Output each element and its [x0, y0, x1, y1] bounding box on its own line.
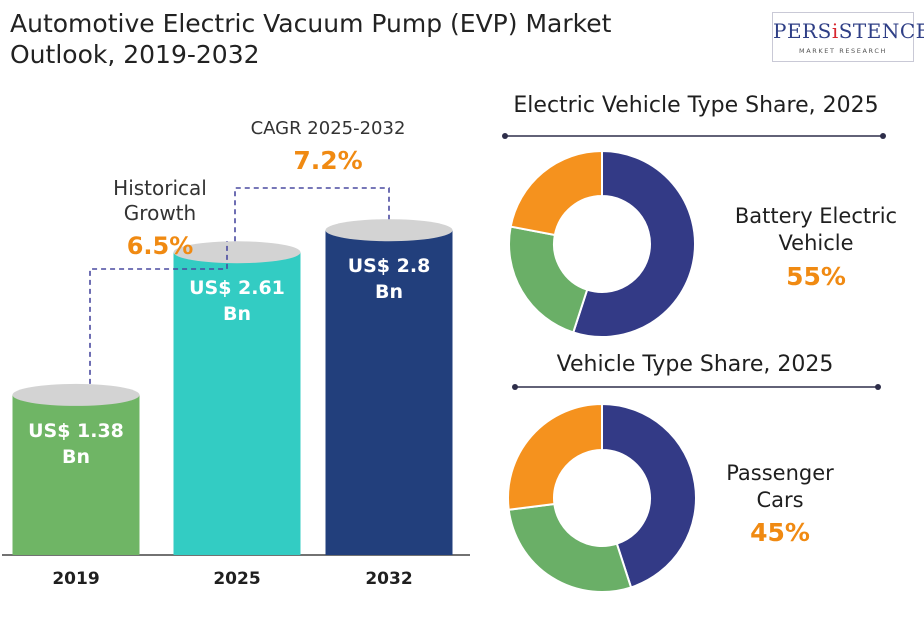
- bar-value-unit: Bn: [223, 303, 251, 325]
- bar-top-2032: [325, 219, 453, 242]
- ev-section-divider: [502, 133, 886, 139]
- vehicle-label-line-2: Cars: [756, 488, 804, 512]
- donut-slice: [508, 225, 589, 334]
- donut-slice: [601, 402, 697, 589]
- logo-wordmark: PERSiSTENCE: [773, 19, 924, 43]
- divider-dot: [875, 384, 881, 390]
- x-tick-label: 2025: [213, 569, 260, 589]
- donut-slice: [509, 149, 603, 237]
- historical-label-line-2: Growth: [123, 201, 197, 225]
- divider-dot: [502, 133, 508, 139]
- ev-type-donut: [508, 149, 696, 338]
- bar-2032: [325, 230, 453, 555]
- title-line-2: Outlook, 2019-2032: [10, 40, 260, 69]
- historical-growth-value: 6.5%: [126, 232, 194, 260]
- historical-growth-label: Historical Growth: [96, 176, 224, 226]
- bar-top-2019: [12, 383, 140, 406]
- logo-word-red: i: [831, 19, 839, 43]
- cagr-label: CAGR 2025-2032: [250, 118, 406, 139]
- brand-logo: PERSiSTENCE MARKET RESEARCH: [772, 12, 924, 62]
- vehicle-section-title: Vehicle Type Share, 2025: [556, 352, 834, 377]
- divider-dot: [512, 384, 518, 390]
- vehicle-highlight-label: Passenger Cars: [700, 460, 860, 514]
- cagr-value: 7.2%: [293, 146, 363, 175]
- vehicle-label-line-1: Passenger: [726, 461, 834, 485]
- logo-tagline: MARKET RESEARCH: [799, 47, 887, 55]
- page-title: Automotive Electric Vacuum Pump (EVP) Ma…: [10, 8, 750, 70]
- donut-slice: [572, 149, 696, 338]
- x-tick-label: 2032: [365, 569, 412, 589]
- ev-highlight-label: Battery Electric Vehicle: [712, 203, 920, 257]
- title-line-1: Automotive Electric Vacuum Pump (EVP) Ma…: [10, 9, 612, 38]
- bar-top-2025: [173, 241, 301, 264]
- ev-label-line-1: Battery Electric: [734, 204, 898, 228]
- bar-2019: [12, 394, 140, 555]
- vehicle-highlight-value: 45%: [750, 518, 810, 547]
- bar-value-unit: Bn: [62, 446, 90, 468]
- divider-dot: [880, 133, 886, 139]
- vehicle-section-divider: [512, 384, 881, 390]
- ev-label-line-2: Vehicle: [778, 231, 854, 255]
- historical-label-line-1: Historical: [113, 176, 207, 200]
- ev-section-title: Electric Vehicle Type Share, 2025: [513, 93, 879, 118]
- bar-value-label: US$ 1.38: [28, 420, 124, 442]
- vehicle-type-donut: [507, 402, 697, 593]
- logo-word-b: STENCE: [838, 19, 924, 43]
- bar-value-unit: Bn: [375, 281, 403, 303]
- bar-2025: [173, 252, 301, 556]
- donut-slice: [507, 402, 603, 511]
- cagr-connector: [234, 187, 390, 242]
- bar-value-label: US$ 2.8: [348, 255, 431, 277]
- bar-value-label: US$ 2.61: [189, 277, 285, 299]
- historical-growth-connector: [89, 241, 228, 384]
- donut-slice: [507, 502, 633, 593]
- logo-word-a: PERS: [773, 19, 832, 43]
- ev-highlight-value: 55%: [786, 262, 846, 291]
- x-tick-label: 2019: [52, 569, 99, 589]
